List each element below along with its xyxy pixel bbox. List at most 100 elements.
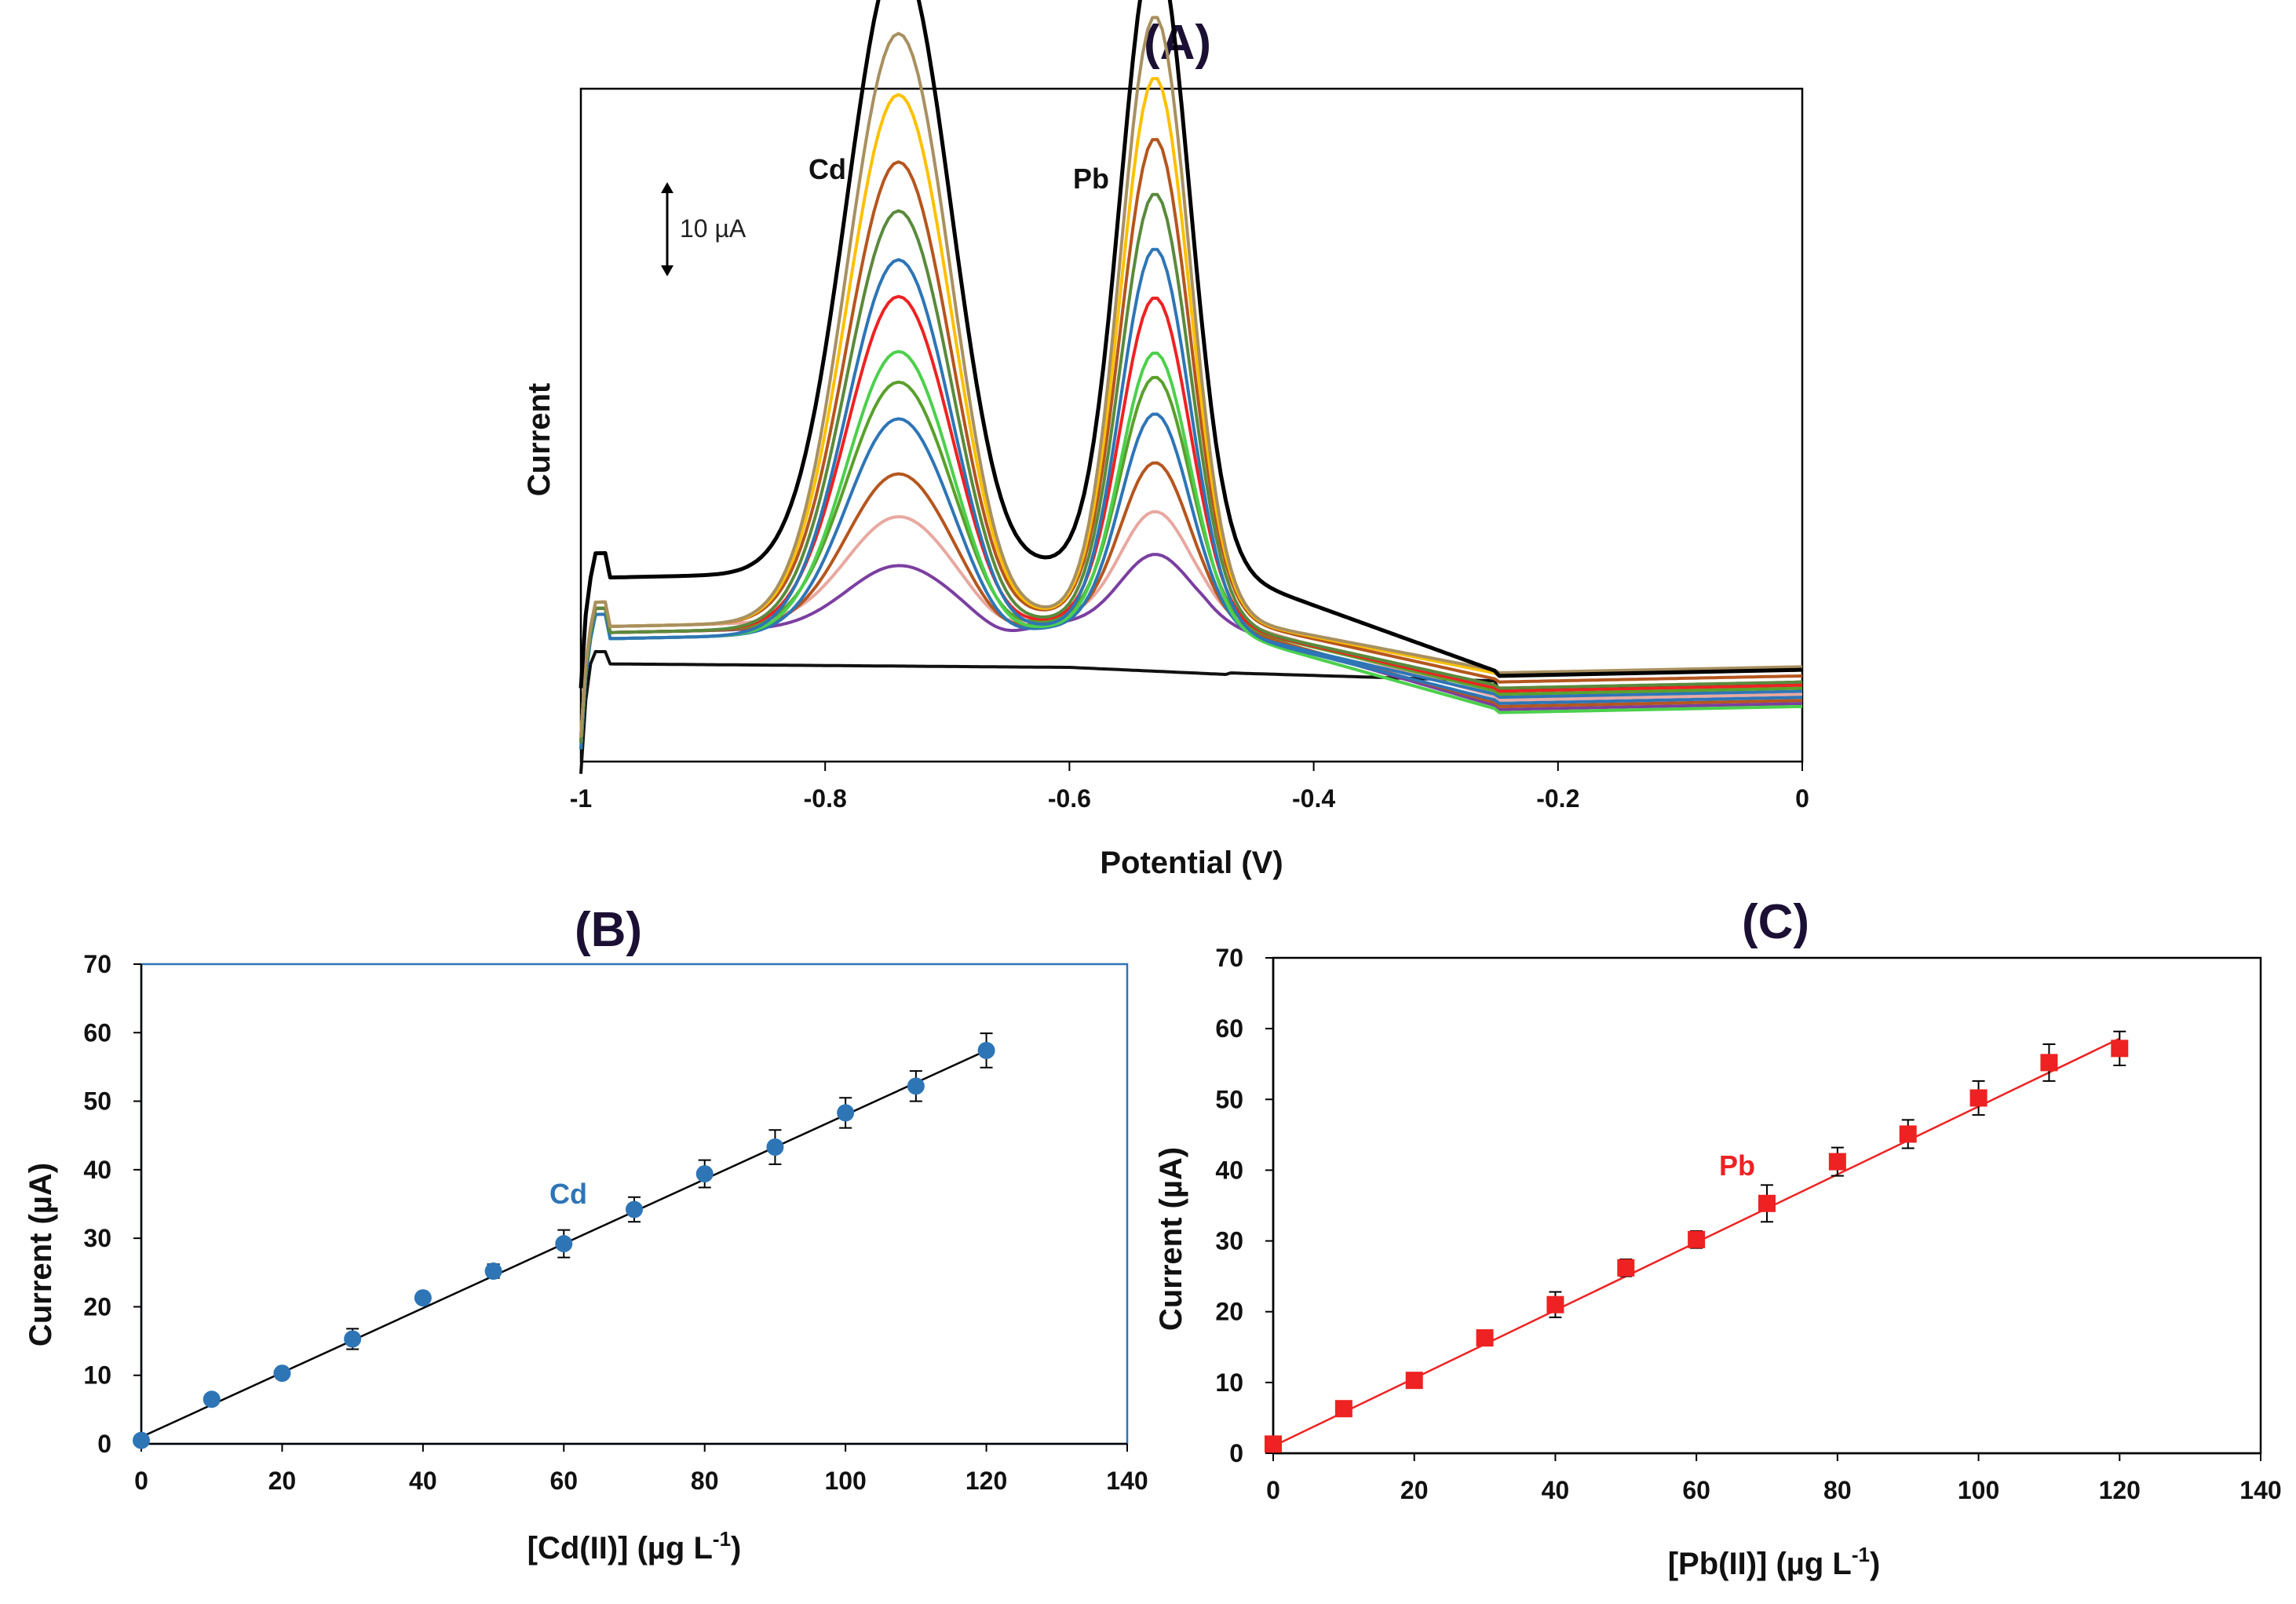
panel-c-data-point bbox=[1476, 1329, 1494, 1347]
panel-b-ytick-label: 60 bbox=[83, 1018, 111, 1047]
panel-c-data-point bbox=[1546, 1295, 1564, 1314]
panel-c-data-point bbox=[2040, 1054, 2058, 1072]
panel-a-xtick-label: -0.8 bbox=[804, 784, 847, 813]
voltammogram-line bbox=[579, 247, 1803, 750]
panel-c-ytick-label: 30 bbox=[1215, 1227, 1243, 1255]
voltammogram-line bbox=[579, 192, 1803, 744]
panel-c-ytick-label: 70 bbox=[1215, 944, 1243, 972]
panel-b-data-point bbox=[695, 1165, 714, 1183]
panel-c-annotation: Pb bbox=[1719, 1149, 1755, 1182]
panel-b-data-point bbox=[555, 1235, 573, 1253]
panel-b-data-point bbox=[626, 1200, 643, 1219]
panel-b-data-point bbox=[273, 1365, 291, 1383]
panel-c-xtick-label: 0 bbox=[1266, 1476, 1280, 1504]
panel-b-ytick-label: 20 bbox=[83, 1292, 111, 1321]
panel-c-xtick-label: 100 bbox=[1958, 1476, 1999, 1504]
panel-b-data-point bbox=[977, 1041, 995, 1059]
panel-c-data-point bbox=[1828, 1153, 1846, 1171]
panel-b-ytick-label: 50 bbox=[83, 1087, 111, 1116]
panel-b-title: (B) bbox=[575, 903, 642, 957]
panel-a-plot: -1 -0.8 -0.6 -0.4 -0.2 0 bbox=[570, 0, 1809, 813]
panel-b-data-point bbox=[766, 1138, 784, 1156]
panel-a-frame bbox=[579, 87, 1804, 763]
panel-c-xlabel-main: [Pb(II)] (µg L bbox=[1668, 1547, 1852, 1581]
panel-b-ytick-label: 30 bbox=[83, 1224, 111, 1252]
panel-c-data-point bbox=[1334, 1400, 1352, 1418]
panel-b-data-point bbox=[344, 1330, 362, 1348]
scale-bar-arrow-down bbox=[661, 265, 673, 276]
panel-b-xtick-label: 140 bbox=[1106, 1467, 1148, 1495]
panel-b-data-point bbox=[837, 1104, 855, 1122]
panel-c-xtick-label: 140 bbox=[2239, 1476, 2281, 1504]
panel-b-xtick-label: 80 bbox=[691, 1467, 719, 1495]
voltammogram-line bbox=[579, 412, 1803, 750]
scale-bar-arrow-up bbox=[661, 182, 673, 193]
panel-c-ytick-label: 50 bbox=[1215, 1085, 1243, 1113]
panel-b-data-point bbox=[484, 1262, 502, 1281]
panel-b-xtick-label: 100 bbox=[824, 1467, 866, 1495]
panel-b-xtick-label: 40 bbox=[409, 1467, 437, 1495]
panel-c-xlabel-end: ) bbox=[1870, 1547, 1880, 1581]
panel-c-xlabel: [Pb(II)] (µg L-1) bbox=[1668, 1543, 1881, 1581]
panel-c-xlabel-sup: -1 bbox=[1852, 1543, 1870, 1566]
panel-b-xlabel-main: [Cd(II)] (µg L bbox=[527, 1531, 713, 1566]
voltammogram-line bbox=[579, 510, 1803, 737]
panel-c-ytick-label: 0 bbox=[1229, 1439, 1243, 1467]
panel-c-data-point bbox=[1969, 1089, 1988, 1107]
voltammogram-line bbox=[579, 375, 1803, 744]
panel-b-xtick-label: 20 bbox=[268, 1467, 297, 1495]
panel-b-plot: 0 10 20 30 40 50 60 70 0 20 40 60 80 100 120 140 bbox=[83, 950, 1148, 1495]
panel-c-data-point bbox=[1617, 1259, 1635, 1277]
panel-c-ytick-label: 20 bbox=[1215, 1298, 1243, 1326]
panel-c-title: (C) bbox=[1742, 895, 1809, 949]
panel-b-data-point bbox=[203, 1390, 221, 1409]
panel-c-data-point bbox=[1758, 1194, 1776, 1212]
panel-b-xlabel-end: ) bbox=[731, 1531, 741, 1566]
panel-c-ylabel: Current (µA) bbox=[1154, 1147, 1188, 1331]
voltammogram-line bbox=[579, 294, 1803, 744]
panel-b-xlabel-sup: -1 bbox=[713, 1527, 731, 1551]
panel-a-xtick-label: -1 bbox=[570, 784, 592, 813]
panel-c-ytick-label: 60 bbox=[1215, 1014, 1243, 1043]
panel-c-xtick-label: 60 bbox=[1682, 1476, 1710, 1504]
panel-b-xtick-label: 0 bbox=[134, 1467, 148, 1495]
panel-c-data-point bbox=[1688, 1230, 1706, 1248]
panel-c-ytick-label: 40 bbox=[1215, 1156, 1243, 1184]
scale-bar-label: 10 µA bbox=[680, 214, 746, 243]
panel-b-data-point bbox=[414, 1289, 432, 1307]
panel-c-xtick-label: 40 bbox=[1542, 1476, 1570, 1504]
panel-b-ylabel: Current (µA) bbox=[24, 1163, 58, 1346]
panel-c-xtick-label: 120 bbox=[2099, 1476, 2141, 1504]
panel-c-data-point bbox=[1405, 1372, 1423, 1390]
voltammogram-line bbox=[579, 0, 1803, 689]
panel-b-xlabel: [Cd(II)] (µg L-1) bbox=[527, 1527, 742, 1566]
pb-peak-label: Pb bbox=[1073, 163, 1109, 195]
voltammogram-line bbox=[579, 553, 1803, 744]
panel-c-data-point bbox=[1899, 1125, 1917, 1143]
panel-c-xtick-label: 20 bbox=[1400, 1476, 1429, 1504]
panel-c-data-point bbox=[2111, 1039, 2129, 1058]
panel-c-data-point bbox=[1265, 1435, 1282, 1453]
panel-a-xtick-label: -0.2 bbox=[1536, 784, 1579, 813]
panel-c-xtick-label: 80 bbox=[1823, 1476, 1852, 1504]
panel-b-data-point bbox=[133, 1431, 150, 1449]
panel-a-xtick-label: -0.6 bbox=[1048, 784, 1091, 813]
panel-b-ytick-label: 10 bbox=[83, 1361, 111, 1390]
panel-c-plot: 0 10 20 30 40 50 60 70 0 20 40 60 80 100 120 140 bbox=[1215, 944, 2281, 1504]
panel-a-ylabel: Current bbox=[522, 383, 557, 496]
panel-b-data-point bbox=[907, 1077, 925, 1095]
panel-b-ytick-label: 40 bbox=[83, 1156, 111, 1184]
panel-b-ytick-label: 70 bbox=[83, 950, 111, 978]
panel-b-annotation: Cd bbox=[549, 1178, 587, 1210]
voltammogram-line bbox=[579, 16, 1803, 737]
panel-a-xtick-label: 0 bbox=[1795, 784, 1809, 813]
panel-b-xtick-label: 120 bbox=[965, 1467, 1007, 1495]
panel-b-xtick-label: 60 bbox=[549, 1467, 578, 1495]
panel-a-xtick-label: -0.4 bbox=[1292, 784, 1335, 813]
panel-b-ytick-label: 0 bbox=[97, 1430, 111, 1458]
panel-a-xlabel: Potential (V) bbox=[1100, 846, 1283, 880]
panel-c-ytick-label: 10 bbox=[1215, 1368, 1243, 1397]
voltammogram-line bbox=[579, 137, 1803, 737]
cd-peak-label: Cd bbox=[809, 153, 846, 185]
